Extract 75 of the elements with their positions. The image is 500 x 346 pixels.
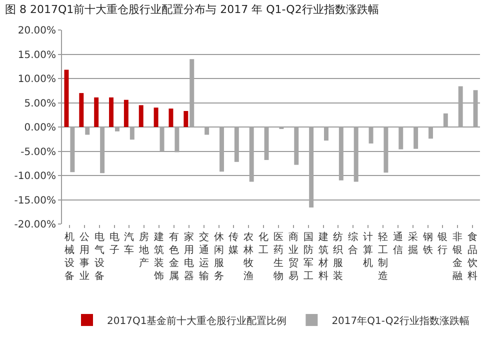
x-tick-label: 轻工制造 — [378, 231, 388, 282]
x-tick-label: 电子 — [109, 231, 120, 256]
bar — [458, 86, 463, 127]
x-tick-label: 建筑材料 — [317, 231, 328, 282]
y-tick-label: 10.00% — [18, 74, 56, 85]
bar — [294, 127, 299, 165]
bar — [79, 93, 84, 127]
bar — [398, 127, 404, 150]
bar — [160, 127, 164, 152]
bar — [85, 127, 90, 135]
bar — [100, 127, 105, 174]
x-tick-label: 电气设备 — [94, 231, 104, 282]
x-tick-label: 家用电器 — [184, 231, 194, 282]
y-tick-label: -10.00% — [14, 171, 56, 182]
bar — [190, 59, 194, 127]
x-tick-label: 公用事业 — [79, 231, 90, 282]
bar — [354, 127, 358, 182]
x-tick-label: 商业贸易 — [288, 231, 298, 282]
bar — [428, 127, 433, 139]
bar — [204, 127, 210, 135]
bar — [384, 127, 388, 173]
bar — [234, 127, 239, 162]
x-tick-label: 通信 — [392, 231, 403, 256]
y-tick-label: 20.00% — [18, 26, 56, 36]
x-tick-label: 农林牧渔 — [242, 232, 254, 282]
bar — [124, 100, 128, 127]
bar — [64, 70, 69, 127]
bar — [138, 105, 144, 127]
x-tick-label: 化工 — [258, 231, 269, 256]
bar — [115, 127, 120, 132]
x-tick-label: 医药生物 — [273, 232, 284, 282]
bar — [184, 111, 188, 127]
x-tick-label: 国防军工 — [303, 232, 314, 282]
bar — [154, 108, 158, 127]
y-tick-label: -5.00% — [20, 146, 56, 158]
x-tick-label: 采掘 — [408, 231, 418, 256]
bar — [309, 127, 314, 208]
bar — [168, 108, 174, 127]
x-tick-label: 交通运输 — [198, 231, 209, 282]
bar — [70, 127, 75, 172]
bar — [414, 127, 418, 149]
x-tick-label: 休闲服务 — [214, 232, 224, 282]
x-tick-label: 计算机 — [363, 231, 374, 269]
bar — [249, 127, 254, 182]
chart-title: 图 8 2017Q1前十大重仓股行业配置分布与 2017 年 Q1-Q2行业指数涨跌幅 — [5, 2, 379, 16]
x-tick-label: 房地产 — [138, 231, 150, 269]
y-tick-label: 5.00% — [24, 98, 56, 110]
x-tick-label: 非银金融 — [452, 231, 463, 282]
y-tick-label: 0.00% — [24, 122, 56, 134]
legend-label: 2017年Q1-Q2行业指数涨跌幅 — [332, 314, 470, 327]
bar — [324, 127, 328, 141]
y-tick-label: -15.00% — [14, 195, 56, 206]
x-tick-label: 汽车 — [124, 231, 134, 256]
bar — [368, 127, 374, 144]
x-tick-label: 食品饮料 — [466, 231, 478, 282]
bar — [338, 127, 344, 180]
x-tick-label: 有色金属 — [168, 231, 179, 282]
y-tick-label: 15.00% — [18, 50, 56, 61]
x-tick-label: 传媒 — [228, 232, 239, 256]
y-tick-label: -20.00% — [14, 220, 56, 230]
x-tick-label: 综合 — [348, 231, 358, 256]
bar — [109, 97, 114, 127]
bar — [174, 127, 180, 152]
x-tick-label: 机械设备 — [64, 231, 74, 282]
x-tick-label: 建筑装饰 — [153, 231, 164, 282]
bar — [94, 97, 99, 127]
legend-label: 2017Q1基金前十大重仓股行业配置比例 — [107, 314, 287, 327]
bar — [443, 113, 448, 127]
x-tick-label: 银行 — [436, 232, 448, 256]
x-tick-label: 纺织服装 — [333, 231, 344, 282]
bar — [130, 127, 134, 140]
x-tick-label: 钢铁 — [422, 232, 433, 256]
bar — [220, 127, 224, 172]
bar — [264, 127, 269, 160]
bar — [473, 90, 478, 127]
